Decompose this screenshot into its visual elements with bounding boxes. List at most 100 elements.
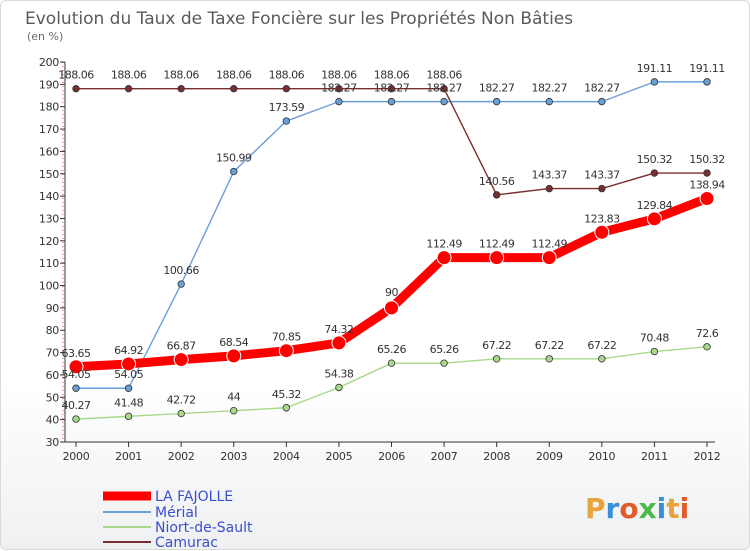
- chart-title: Evolution du Taux de Taxe Foncière sur l…: [25, 9, 573, 29]
- data-label: 182.27: [321, 82, 357, 95]
- data-point: [230, 167, 238, 176]
- series-merial: [72, 78, 711, 392]
- data-label: 41.48: [114, 396, 143, 409]
- data-label: 150.32: [637, 153, 673, 166]
- logo-text: Proxiti: [585, 492, 689, 525]
- x-tick-label: 2005: [326, 450, 353, 463]
- x-tick-label: 2001: [115, 450, 142, 463]
- data-label: 188.06: [58, 69, 94, 82]
- data-label: 67.22: [587, 339, 616, 352]
- y-tick-label: 80: [46, 324, 60, 337]
- data-point: [331, 335, 347, 351]
- series-niort-de-sault: [72, 343, 711, 423]
- legend-label: Camurac: [155, 535, 218, 551]
- data-point: [121, 356, 137, 372]
- unit-label: (en %): [27, 30, 63, 43]
- data-point: [545, 97, 553, 106]
- data-point: [492, 97, 501, 106]
- data-point: [173, 352, 189, 368]
- data-point: [598, 184, 606, 193]
- y-tick-label: 150: [39, 168, 59, 181]
- data-point: [387, 84, 396, 93]
- data-point: [492, 355, 501, 363]
- data-point: [72, 415, 80, 423]
- y-tick-label: 170: [39, 123, 59, 136]
- data-label: 54.05: [62, 368, 91, 381]
- y-tick-label: 180: [39, 101, 59, 114]
- data-label: 44: [227, 391, 240, 404]
- data-point: [594, 224, 610, 240]
- x-tick-label: 2002: [168, 450, 195, 463]
- legend-label: Niort-de-Sault: [155, 520, 253, 536]
- data-point: [384, 300, 399, 316]
- x-tick-label: 2011: [641, 450, 668, 463]
- data-point: [72, 84, 80, 93]
- data-label: 140.56: [479, 175, 515, 188]
- legend-item: LA FAJOLLE: [103, 489, 233, 505]
- data-label: 72.6: [696, 327, 719, 340]
- y-tick-label: 110: [39, 257, 59, 270]
- y-tick-label: 160: [39, 145, 59, 158]
- data-point: [72, 384, 80, 392]
- x-tick-label: 2003: [220, 450, 247, 463]
- y-tick-label: 140: [39, 190, 59, 203]
- data-point: [230, 407, 238, 415]
- data-label: 45.32: [272, 388, 301, 401]
- y-tick-label: 70: [46, 347, 60, 360]
- data-point: [282, 117, 291, 125]
- data-label: 112.49: [479, 238, 515, 251]
- data-point: [282, 404, 291, 412]
- data-label: 182.27: [479, 82, 515, 95]
- data-label: 65.26: [430, 343, 459, 356]
- data-point: [177, 409, 185, 418]
- legend-item: Camurac: [103, 535, 218, 551]
- data-point: [703, 343, 711, 351]
- data-label: 70.48: [640, 332, 669, 345]
- data-point: [124, 84, 133, 93]
- data-label: 191.11: [637, 62, 673, 75]
- data-label: 182.27: [532, 82, 568, 95]
- data-point: [68, 359, 84, 375]
- data-point: [545, 184, 553, 193]
- data-point: [440, 359, 448, 367]
- data-point: [699, 190, 715, 206]
- x-tick-label: 2007: [431, 450, 458, 463]
- data-label: 191.11: [689, 62, 725, 75]
- x-tick-label: 2000: [63, 450, 90, 463]
- data-label: 188.06: [216, 69, 252, 82]
- data-label: 66.87: [167, 340, 196, 353]
- data-label: 188.06: [163, 69, 199, 82]
- data-label: 112.49: [532, 238, 568, 251]
- y-tick-label: 100: [39, 280, 59, 293]
- series-camurac: [72, 84, 711, 199]
- data-label: 40.27: [62, 399, 91, 412]
- data-label: 182.27: [426, 82, 462, 95]
- data-point: [124, 384, 133, 392]
- data-label: 182.27: [584, 82, 620, 95]
- y-tick-label: 50: [46, 391, 60, 404]
- data-label: 188.06: [426, 69, 462, 82]
- data-point: [124, 412, 133, 421]
- data-point: [598, 355, 606, 363]
- data-label: 143.37: [532, 169, 568, 182]
- data-point: [440, 84, 448, 93]
- data-point: [598, 97, 606, 106]
- data-label: 129.84: [637, 199, 673, 212]
- data-label: 90: [385, 286, 398, 299]
- data-label: 188.06: [111, 69, 147, 82]
- data-label: 123.83: [584, 212, 620, 225]
- legend-label: LA FAJOLLE: [155, 489, 233, 505]
- data-label: 67.22: [535, 339, 564, 352]
- data-point: [703, 169, 711, 177]
- data-point: [387, 359, 396, 367]
- data-label: 143.37: [584, 169, 620, 182]
- x-tick-label: 2006: [378, 450, 405, 463]
- data-point: [335, 84, 343, 93]
- y-tick-label: 30: [46, 436, 60, 449]
- y-tick-label: 200: [39, 56, 59, 69]
- data-point: [545, 355, 553, 363]
- data-labels: 63.65 64.92 66.87 68.54 70.85 74.32 90 112.49 11…: [58, 62, 725, 412]
- data-label: 173.59: [269, 101, 305, 114]
- data-label: 70.85: [272, 331, 301, 344]
